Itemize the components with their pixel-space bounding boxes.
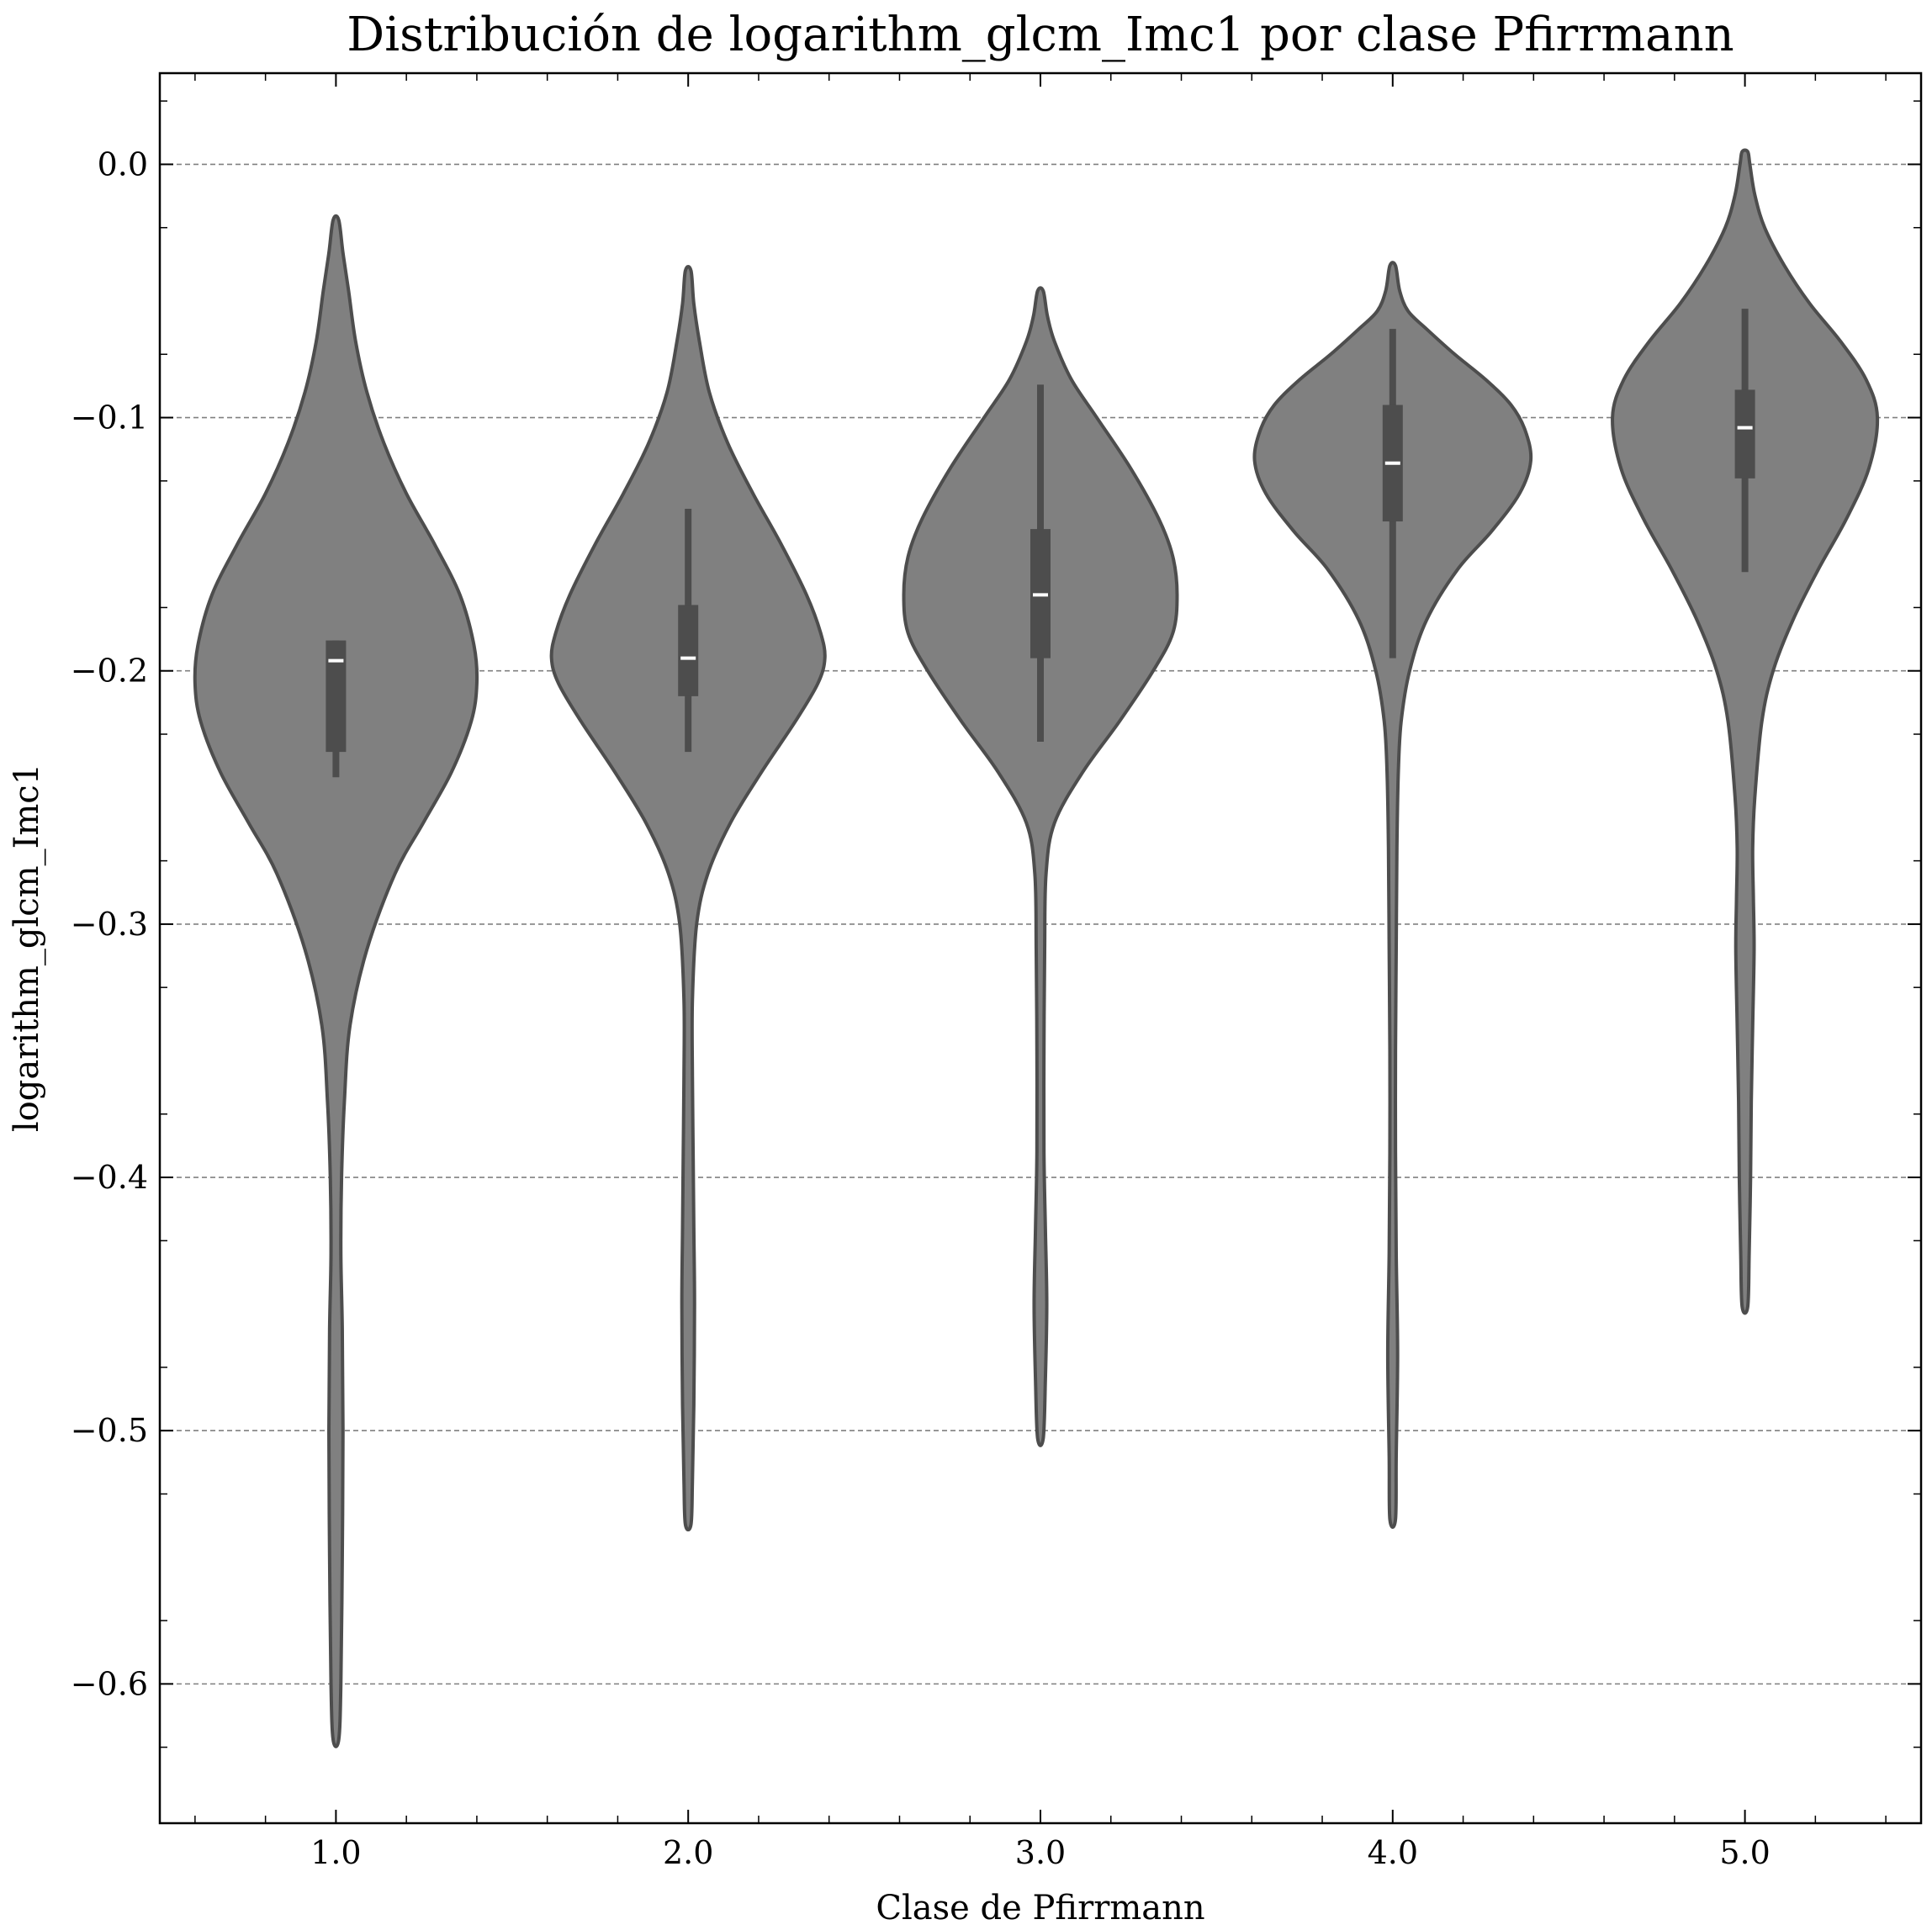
- y-tick-label: −0.5: [71, 1412, 148, 1449]
- y-tick-label: −0.3: [71, 906, 148, 943]
- x-tick-label: 4.0: [1368, 1834, 1418, 1871]
- y-tick-label: −0.2: [71, 653, 148, 690]
- violin-2.0: [549, 265, 827, 1532]
- violins: [193, 148, 1880, 1748]
- plot-frame: [158, 71, 1923, 1825]
- violin-iqr-box: [1734, 389, 1755, 479]
- y-tick-label: −0.1: [71, 399, 148, 436]
- x-tick-label: 3.0: [1015, 1834, 1066, 1871]
- violin-iqr-box: [678, 605, 699, 696]
- violin-body: [902, 286, 1179, 1447]
- y-tick-label: −0.4: [71, 1159, 148, 1196]
- x-tick-label: 2.0: [663, 1834, 713, 1871]
- violin-iqr-box: [326, 640, 347, 753]
- x-tick-label: 1.0: [310, 1834, 361, 1871]
- violin-5.0: [1611, 148, 1880, 1315]
- chart-title: Distribución de logarithm_glcm_Imc1 por …: [347, 8, 1734, 62]
- violin-body: [193, 214, 479, 1748]
- violin-1.0: [193, 214, 479, 1748]
- y-axis-label: logarithm_glcm_Imc1: [8, 764, 46, 1132]
- y-tick-label: 0.0: [98, 145, 148, 182]
- violin-body: [1252, 261, 1533, 1530]
- violin-body: [549, 265, 827, 1532]
- violin-body: [1611, 148, 1880, 1315]
- violin-3.0: [902, 286, 1179, 1447]
- y-tick-label: −0.6: [71, 1665, 148, 1702]
- axis-ticks: 0.0 −0.1 −0.2 −0.3 −0.4 −0.5 −0.6 1.0 2.0 3.0 4.0 5…: [71, 73, 1921, 1871]
- violin-4.0: [1252, 261, 1533, 1530]
- x-axis-label: Clase de Pfirrmann: [876, 1889, 1204, 1927]
- x-tick-label: 5.0: [1719, 1834, 1770, 1871]
